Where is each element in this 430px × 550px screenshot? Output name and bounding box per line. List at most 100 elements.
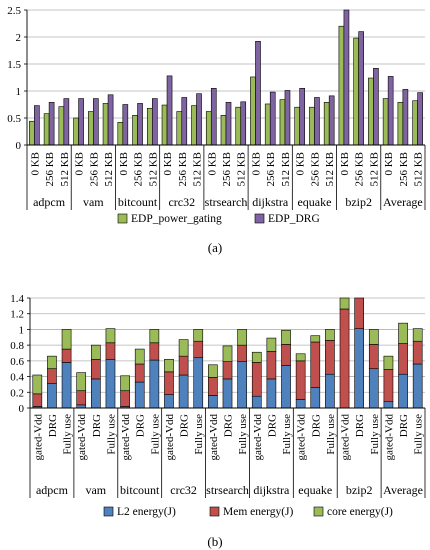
bar [417, 92, 423, 146]
bar [58, 106, 65, 146]
bar [323, 102, 330, 146]
group-label: strsearch [206, 483, 249, 497]
bar [358, 31, 364, 146]
bar-segment [251, 395, 262, 409]
bar [387, 76, 394, 146]
group-label: dijkstra [253, 483, 290, 497]
bar [205, 111, 212, 146]
y-tick-label: 1.2 [10, 309, 24, 321]
bar-segment [208, 377, 218, 396]
bar [117, 122, 124, 146]
category-label: gated-Vdd [120, 414, 132, 461]
bar-segment [47, 355, 57, 370]
y-tick-label: 0.4 [10, 372, 24, 384]
bar [294, 106, 301, 146]
category-label: 256 KB [221, 152, 233, 187]
category-label: 512 KB [59, 152, 71, 187]
bar-segment [90, 358, 101, 380]
bar-segment [61, 329, 72, 350]
bar [250, 76, 256, 146]
bar-segment [325, 373, 335, 409]
bar-segment [32, 374, 43, 395]
category-label: DRG [179, 414, 191, 437]
bar-segment [222, 378, 233, 409]
category-label: 256 KB [133, 152, 145, 187]
bar [210, 88, 217, 146]
bar-segment [120, 375, 130, 392]
bar-segment [193, 340, 204, 359]
category-label: 256 KB [309, 152, 321, 187]
bar-segment [164, 394, 174, 409]
group-label: bitcount [120, 483, 160, 497]
category-label: 0 KB [339, 152, 351, 176]
bar-segment [281, 329, 291, 345]
bar [107, 94, 114, 146]
bar [235, 106, 242, 146]
group-label: Average [383, 483, 423, 497]
bar-segment [134, 363, 145, 383]
category-label: 256 KB [398, 152, 410, 187]
bar-segment [383, 355, 394, 370]
y-tick-label: 0.2 [10, 387, 24, 399]
category-label: Fully use [193, 414, 205, 455]
legend-label: L2 energy(J) [117, 506, 176, 518]
category-label: 512 KB [324, 152, 336, 187]
bar [48, 102, 55, 146]
group-label: dijkstra [252, 195, 289, 209]
group-label: bitcount [118, 195, 158, 209]
bar [299, 88, 306, 146]
legend-label: EDP_power_gating [131, 213, 222, 225]
legend-label: EDP_DRG [268, 213, 320, 225]
bar [382, 98, 389, 146]
y-tick-label: 1 [16, 86, 22, 98]
category-label: gated-Vdd [340, 414, 352, 461]
bar-segment [354, 297, 365, 329]
bar-segment [76, 404, 87, 409]
y-tick-label: 0 [19, 403, 25, 415]
bar-segment [61, 362, 72, 409]
category-label: gated-Vdd [296, 414, 308, 461]
category-label: 512 KB [368, 152, 380, 187]
category-label: gated-Vdd [164, 414, 176, 461]
bar [176, 111, 183, 146]
category-label: 512 KB [413, 152, 425, 187]
bar [373, 68, 379, 146]
group-label: crc32 [168, 195, 195, 209]
y-tick-label: 1.5 [7, 59, 21, 71]
group-label: bzip2 [345, 195, 372, 209]
category-label: DRG [266, 414, 278, 437]
category-label: 0 KB [74, 152, 86, 176]
category-label: gated-Vdd [252, 414, 264, 461]
bar [137, 103, 143, 146]
bar-segment [398, 343, 408, 375]
bar-segment [339, 308, 350, 409]
bar [29, 120, 35, 146]
category-label: DRG [47, 414, 59, 437]
bar-segment [164, 371, 174, 395]
bar-segment [47, 368, 57, 384]
group-label: adpcm [33, 195, 66, 209]
bar-segment [325, 340, 335, 375]
bar-segment [266, 351, 277, 380]
bar [43, 113, 50, 146]
bar [73, 117, 79, 146]
group-label: Average [383, 195, 423, 209]
bar-segment [208, 395, 218, 409]
bar [88, 111, 94, 146]
bar-segment [105, 342, 116, 360]
category-label: gated-Vdd [383, 414, 395, 461]
bar [279, 99, 286, 146]
bar-segment [237, 344, 247, 362]
bar-segment [412, 340, 423, 365]
legend-swatch [209, 506, 220, 517]
bar [220, 115, 227, 146]
bar-segment [90, 344, 101, 360]
bar [225, 102, 232, 146]
category-label: DRG [91, 414, 103, 437]
category-label: 256 KB [88, 152, 100, 187]
bar-segment [134, 348, 145, 365]
bar-segment [237, 329, 247, 346]
bar-segment [47, 383, 57, 409]
bar [146, 107, 153, 146]
